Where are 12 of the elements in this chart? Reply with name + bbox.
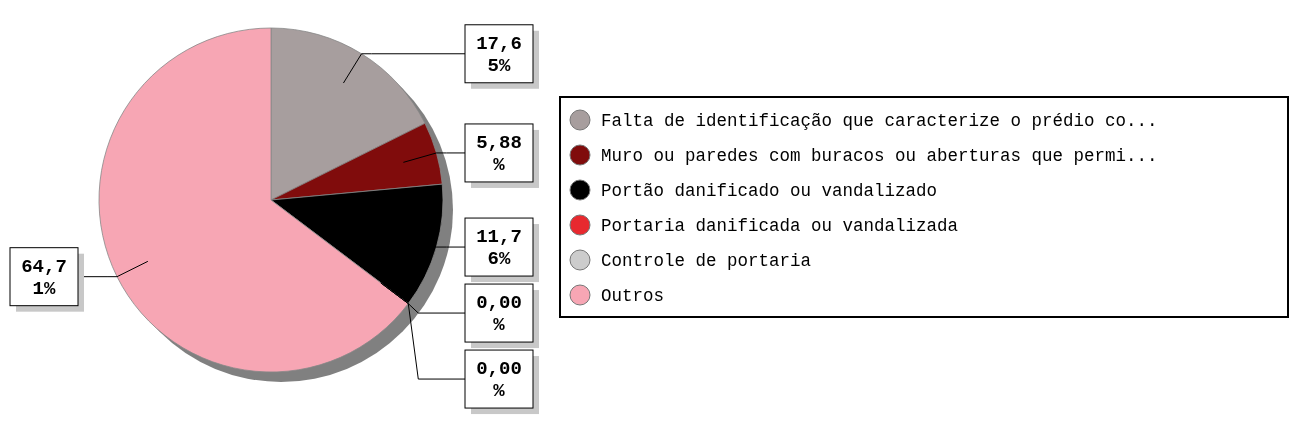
data-label: 17,65% <box>476 32 522 77</box>
legend-label: Portaria danificada ou vandalizada <box>601 216 959 236</box>
text: 0,00% <box>476 292 522 337</box>
legend-label: Outros <box>601 286 665 306</box>
legend-label: Controle de portaria <box>601 251 812 271</box>
legend-label: Muro ou paredes com buracos ou aberturas que permi... <box>601 146 1158 166</box>
legend-label: Falta de identificação que caracterize o prédio co... <box>601 111 1158 131</box>
data-label: 5,88% <box>476 131 522 176</box>
legend-label: Portão danificado ou vandalizado <box>601 181 938 201</box>
data-label: 64,71% <box>21 255 67 300</box>
text: 0,00% <box>476 358 522 403</box>
data-label: 11,76% <box>476 226 522 271</box>
